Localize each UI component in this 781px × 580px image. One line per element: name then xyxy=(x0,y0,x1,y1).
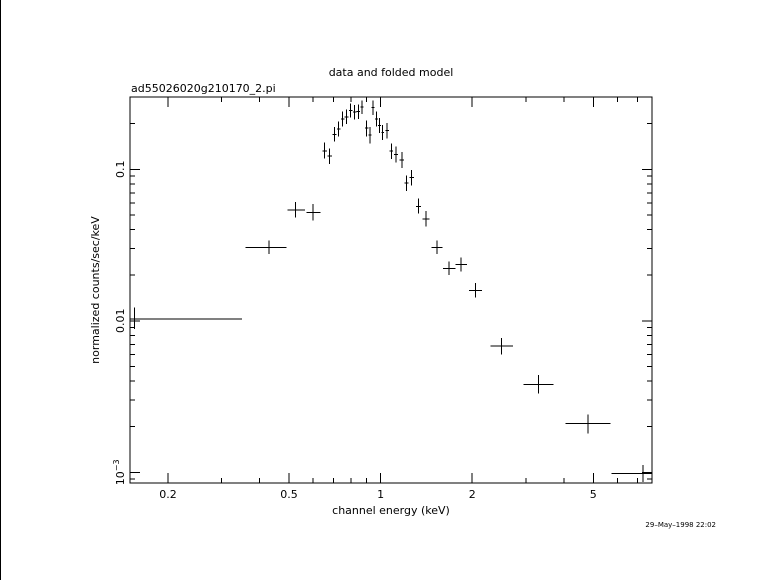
chart-title: data and folded model xyxy=(329,66,454,79)
y-tick-label: 0.1 xyxy=(114,161,127,179)
data-point xyxy=(431,240,443,255)
y-axis-label: normalized counts/sec/keV xyxy=(89,216,102,364)
data-point xyxy=(381,125,385,141)
data-point xyxy=(344,109,349,125)
data-point xyxy=(332,127,337,142)
data-point xyxy=(415,198,421,214)
data-point xyxy=(360,100,364,114)
data-point xyxy=(394,146,399,163)
data-point xyxy=(455,257,467,272)
y-tick-label: 10−3 xyxy=(112,459,127,485)
data-point xyxy=(523,374,554,394)
axis-ticks xyxy=(130,96,652,483)
data-point xyxy=(322,142,328,159)
data-point xyxy=(399,152,405,168)
x-tick-label: 5 xyxy=(590,488,597,501)
data-point xyxy=(409,169,414,186)
data-point xyxy=(287,201,306,218)
data-point xyxy=(130,307,242,330)
x-tick-label: 0.2 xyxy=(159,488,177,501)
data-point xyxy=(368,127,372,144)
data-point xyxy=(404,175,409,191)
data-point xyxy=(352,105,357,120)
data-point xyxy=(422,211,430,227)
y-tick-label: 0.01 xyxy=(114,309,127,334)
data-point xyxy=(327,148,333,165)
data-point xyxy=(365,120,369,137)
data-point xyxy=(336,121,341,137)
x-tick-label: 0.5 xyxy=(280,488,298,501)
data-point xyxy=(385,123,389,139)
x-tick-label: 1 xyxy=(377,488,384,501)
data-point xyxy=(378,118,382,133)
timestamp-text: 29–May–1998 22:02 xyxy=(645,521,716,529)
data-point xyxy=(490,337,513,355)
data-point xyxy=(371,100,375,116)
data-point xyxy=(356,104,361,119)
y-tick-label-exponent: −3 xyxy=(112,459,121,471)
data-point xyxy=(306,204,321,221)
x-axis-label: channel energy (keV) xyxy=(332,504,450,517)
window-left-border xyxy=(0,0,1,580)
data-point xyxy=(389,143,394,159)
data-point xyxy=(245,240,287,255)
data-point xyxy=(565,414,611,434)
chart-subtitle: ad55026020g210170_2.pi xyxy=(131,82,276,95)
data-point xyxy=(348,103,353,118)
plot-frame xyxy=(129,96,653,484)
x-tick-label: 2 xyxy=(469,488,476,501)
data-point xyxy=(468,282,482,298)
y-tick-label-base: 10 xyxy=(114,471,127,485)
data-point xyxy=(340,111,345,127)
data-point xyxy=(443,261,456,276)
data-point xyxy=(611,464,652,483)
data-point xyxy=(374,111,378,127)
data-points xyxy=(130,100,652,483)
